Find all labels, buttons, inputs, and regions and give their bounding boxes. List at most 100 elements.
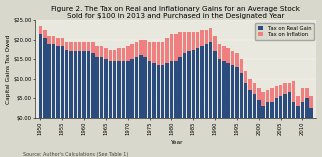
Bar <box>261 92 265 106</box>
Bar <box>61 38 64 46</box>
Bar <box>301 88 304 102</box>
Bar <box>139 40 143 55</box>
Bar <box>240 73 243 118</box>
Bar <box>144 40 147 57</box>
Y-axis label: Capital Gains Tax Owed: Capital Gains Tax Owed <box>5 34 11 104</box>
Bar <box>174 61 177 118</box>
Bar <box>170 34 173 61</box>
Bar <box>161 42 165 65</box>
Bar <box>65 49 68 118</box>
Bar <box>213 36 217 51</box>
Bar <box>148 61 151 118</box>
Bar <box>126 61 129 118</box>
Bar <box>248 90 252 118</box>
Bar <box>240 59 243 73</box>
Bar <box>135 57 138 118</box>
Bar <box>56 46 60 118</box>
Bar <box>231 65 234 118</box>
Bar <box>52 44 55 118</box>
Legend: Tax on Real Gain, Tax on Inflation: Tax on Real Gain, Tax on Inflation <box>255 23 314 40</box>
Bar <box>196 48 199 118</box>
Bar <box>288 92 291 118</box>
Bar <box>47 44 51 118</box>
Bar <box>296 106 300 118</box>
Bar <box>226 48 230 63</box>
Text: Source: Author's Calculations (See Table 1): Source: Author's Calculations (See Table… <box>23 152 128 157</box>
Bar <box>95 57 99 118</box>
Bar <box>192 32 195 49</box>
Bar <box>266 102 269 118</box>
Bar <box>279 85 282 96</box>
Title: Figure 2. The Tax on Real and Inflationary Gains for an Average Stock
Sold for $: Figure 2. The Tax on Real and Inflationa… <box>51 5 300 19</box>
Bar <box>39 34 42 118</box>
Bar <box>205 30 208 44</box>
Bar <box>187 32 191 51</box>
Bar <box>253 94 256 118</box>
X-axis label: Year: Year <box>170 140 182 145</box>
Bar <box>275 98 278 118</box>
Bar <box>309 96 313 108</box>
Bar <box>82 51 86 118</box>
Bar <box>47 36 51 44</box>
Bar <box>218 59 221 118</box>
Bar <box>270 88 274 102</box>
Bar <box>87 42 90 51</box>
Bar <box>78 51 81 118</box>
Bar <box>205 44 208 118</box>
Bar <box>122 48 125 61</box>
Bar <box>100 57 103 118</box>
Bar <box>283 94 287 118</box>
Bar <box>87 51 90 118</box>
Bar <box>113 61 117 118</box>
Bar <box>292 102 296 118</box>
Bar <box>235 67 239 118</box>
Bar <box>139 55 143 118</box>
Bar <box>156 42 160 65</box>
Bar <box>113 49 117 61</box>
Bar <box>226 63 230 118</box>
Bar <box>56 38 60 46</box>
Bar <box>126 46 129 61</box>
Bar <box>222 61 226 118</box>
Bar <box>100 46 103 57</box>
Bar <box>200 30 204 46</box>
Bar <box>117 48 121 61</box>
Bar <box>209 42 213 118</box>
Bar <box>235 53 239 67</box>
Bar <box>135 42 138 57</box>
Bar <box>305 88 308 98</box>
Bar <box>65 42 68 49</box>
Bar <box>152 63 156 118</box>
Bar <box>74 42 77 51</box>
Bar <box>183 32 186 53</box>
Bar <box>187 51 191 118</box>
Bar <box>170 61 173 118</box>
Bar <box>104 59 108 118</box>
Bar <box>270 102 274 118</box>
Bar <box>91 53 95 118</box>
Bar <box>244 83 247 118</box>
Bar <box>43 38 47 118</box>
Bar <box>253 83 256 94</box>
Bar <box>52 36 55 44</box>
Bar <box>275 87 278 98</box>
Bar <box>174 34 177 61</box>
Bar <box>165 63 169 118</box>
Bar <box>104 48 108 59</box>
Bar <box>152 42 156 63</box>
Bar <box>279 96 282 118</box>
Bar <box>296 96 300 106</box>
Bar <box>200 46 204 118</box>
Bar <box>39 26 42 34</box>
Bar <box>74 51 77 118</box>
Bar <box>213 51 217 118</box>
Bar <box>292 81 296 102</box>
Bar <box>231 51 234 65</box>
Bar <box>130 44 134 59</box>
Bar <box>61 46 64 118</box>
Bar <box>196 32 199 48</box>
Bar <box>305 98 308 118</box>
Bar <box>209 28 213 42</box>
Bar <box>109 61 112 118</box>
Bar <box>192 49 195 118</box>
